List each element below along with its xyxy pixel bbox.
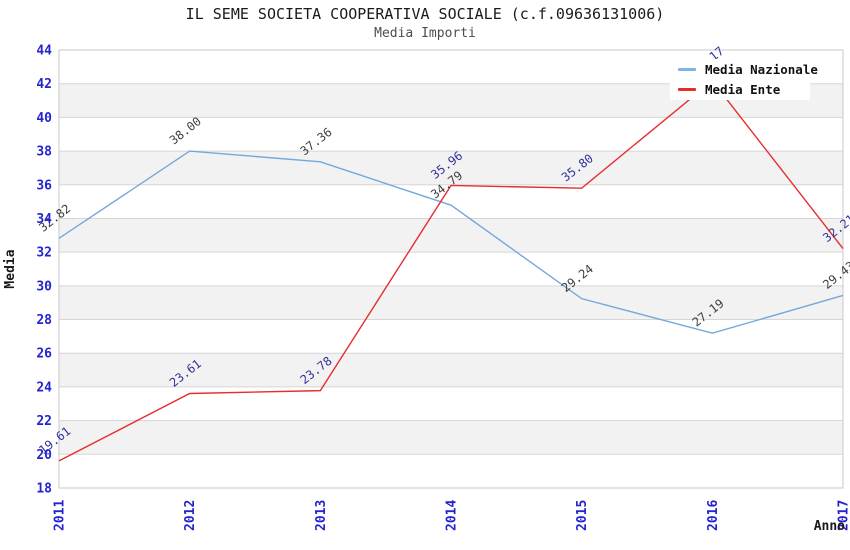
plot-bands (59, 50, 843, 488)
y-tick-label: 42 (36, 77, 52, 92)
legend-line-swatch (678, 68, 696, 71)
y-tick-label: 44 (36, 44, 52, 59)
x-tick-label: 2013 (314, 500, 329, 531)
y-tick-label: 24 (36, 380, 52, 395)
y-tick-label: 26 (36, 347, 52, 362)
grid-band (59, 353, 843, 387)
legend-label: Media Ente (705, 82, 781, 97)
grid-band (59, 151, 843, 185)
y-tick-label: 38 (36, 145, 52, 160)
grid-band (59, 184, 843, 219)
y-tick-label: 22 (36, 414, 52, 429)
x-tick-label: 2016 (706, 500, 721, 531)
plot-border (58, 49, 844, 489)
series-line-media-nazionale (58, 150, 844, 334)
grid-band (59, 420, 843, 455)
gridlines (59, 83, 843, 455)
x-tick-label: 2015 (575, 500, 590, 531)
x-axis-title: Anno (814, 519, 845, 534)
grid-band (59, 252, 843, 286)
y-tick-label: 18 (36, 482, 52, 497)
x-tick-label: 2011 (53, 500, 68, 531)
x-tick-label: 2012 (183, 500, 198, 531)
chart-title: IL SEME SOCIETA COOPERATIVA SOCIALE (c.f… (185, 5, 665, 23)
legend-item: Media Nazionale (670, 62, 818, 77)
legend: Media Nazionale Media Ente (670, 59, 818, 100)
grid-band (59, 454, 843, 488)
y-tick-label: 36 (36, 178, 52, 193)
y-tick-labels: 44 42 40 38 36 34 32 30 28 26 24 22 20 18 (36, 44, 52, 497)
x-tick-label: 2017 (837, 500, 850, 531)
x-tick-label: 2014 (445, 500, 460, 531)
y-tick-label: 34 (36, 212, 52, 227)
x-tick-labels: 2011 2012 2013 2014 2015 2016 2017 (53, 500, 850, 531)
legend-line-swatch (678, 88, 696, 91)
y-axis-title: Media (3, 249, 18, 288)
y-tick-label: 28 (36, 313, 52, 328)
grid-band (59, 218, 843, 253)
chart-subtitle: Media Importi (374, 26, 476, 41)
y-tick-label: 32 (36, 246, 52, 261)
y-tick-label: 20 (36, 448, 52, 463)
grid-band (59, 117, 843, 152)
legend-item: Media Ente (670, 82, 810, 97)
legend-label: Media Nazionale (705, 62, 818, 77)
grid-band (59, 319, 843, 354)
grid-band (59, 386, 843, 421)
y-tick-label: 40 (36, 111, 52, 126)
grid-band (59, 285, 843, 320)
y-tick-label: 30 (36, 279, 52, 294)
